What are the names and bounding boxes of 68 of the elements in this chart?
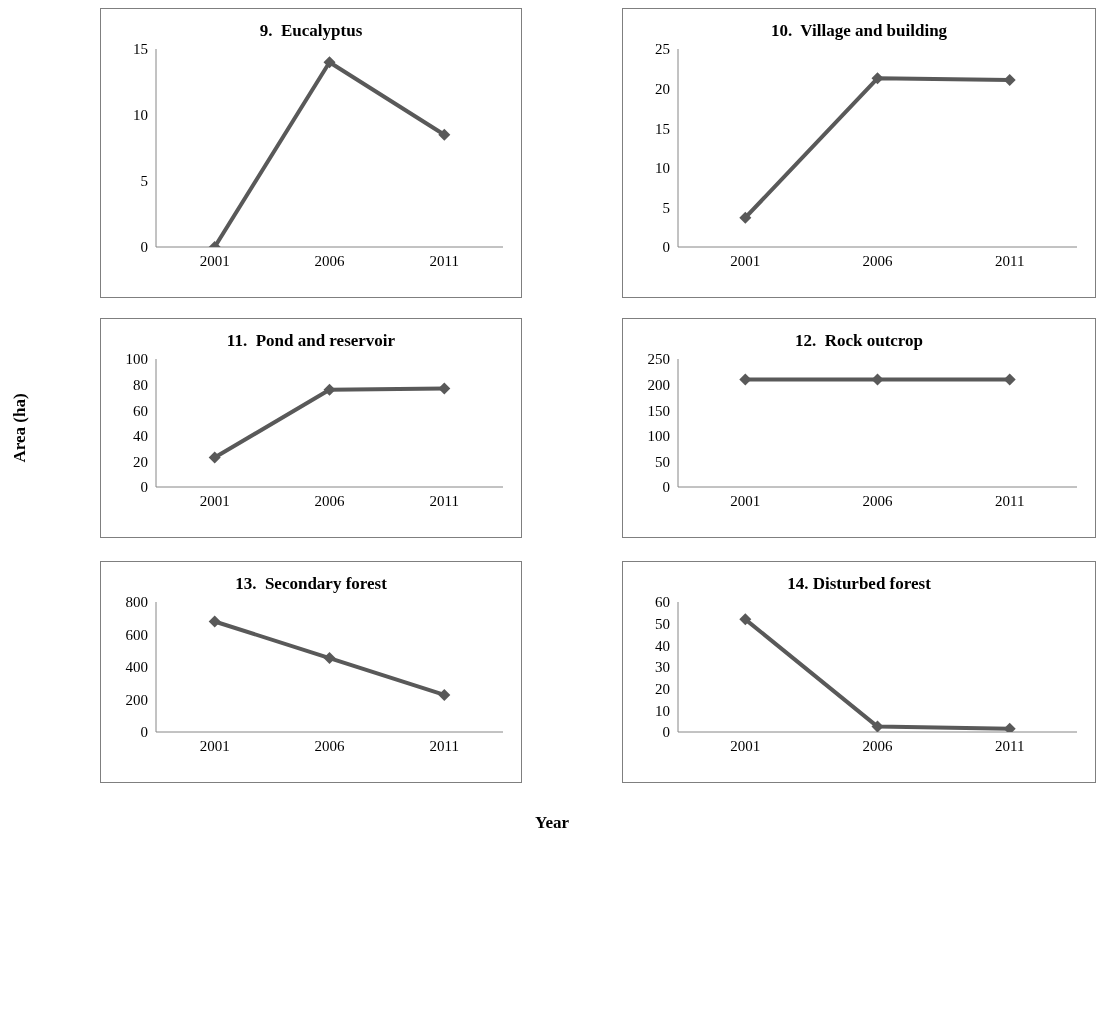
- chart-title: 10. Village and building: [769, 21, 949, 41]
- point: [208, 451, 221, 464]
- y-tick-label: 150: [647, 402, 670, 419]
- x-tick-label: 2011: [429, 252, 460, 269]
- x-tick-label: 2001: [199, 737, 230, 754]
- x-tick-label: 2011: [994, 492, 1025, 509]
- chart-title: 12. Rock outcrop: [793, 331, 925, 351]
- y-tick-label: 10: [655, 160, 670, 177]
- x-tick-label: 2006: [862, 492, 893, 509]
- x-tick-label: 2001: [199, 492, 230, 509]
- y-tick-label: 800: [125, 594, 148, 611]
- y-tick-label: 5: [662, 199, 670, 216]
- point: [438, 688, 451, 701]
- y-tick-label: 0: [140, 724, 148, 741]
- x-tick-label: 2011: [429, 737, 460, 754]
- y-tick-label: 80: [133, 376, 148, 393]
- y-tick-label: 15: [133, 41, 148, 58]
- y-axis-title: Area (ha): [10, 393, 30, 463]
- x-tick-label: 2006: [314, 252, 345, 269]
- y-tick-label: 15: [655, 120, 670, 137]
- y-tick-label: 200: [647, 376, 670, 393]
- y-tick-label: 400: [125, 659, 148, 676]
- x-tick-label: 2001: [730, 252, 761, 269]
- point: [323, 652, 336, 665]
- y-tick-label: 40: [133, 428, 148, 445]
- y-tick-label: 250: [647, 351, 670, 368]
- y-tick-label: 60: [133, 402, 148, 419]
- x-tick-label: 2001: [730, 737, 761, 754]
- y-tick-label: 0: [140, 239, 148, 256]
- x-tick-label: 2006: [314, 737, 345, 754]
- x-axis-title: Year: [534, 813, 570, 833]
- chart-title: 11. Pond and reservoir: [225, 331, 397, 351]
- y-tick-label: 5: [140, 173, 148, 190]
- y-tick-label: 100: [647, 428, 670, 445]
- point: [438, 128, 451, 141]
- y-tick-label: 20: [655, 80, 670, 97]
- y-tick-label: 50: [655, 615, 670, 632]
- chart-title: 14. Disturbed forest: [786, 574, 932, 594]
- y-tick-label: 0: [662, 239, 670, 256]
- y-tick-label: 10: [655, 702, 670, 719]
- chart-title: 13. Secondary forest: [234, 574, 388, 594]
- x-tick-label: 2011: [994, 737, 1025, 754]
- y-tick-label: 0: [662, 724, 670, 741]
- point: [208, 615, 221, 628]
- point: [739, 613, 752, 626]
- x-tick-label: 2001: [199, 252, 230, 269]
- y-tick-label: 50: [655, 453, 670, 470]
- y-tick-label: 100: [125, 351, 148, 368]
- y-tick-label: 20: [133, 453, 148, 470]
- x-tick-label: 2011: [429, 492, 460, 509]
- y-tick-label: 0: [662, 479, 670, 496]
- point: [323, 56, 336, 69]
- y-tick-label: 10: [133, 107, 148, 124]
- x-tick-label: 2011: [994, 252, 1025, 269]
- x-tick-label: 2001: [730, 492, 761, 509]
- y-tick-label: 200: [125, 691, 148, 708]
- y-tick-label: 600: [125, 626, 148, 643]
- y-tick-label: 30: [655, 659, 670, 676]
- y-tick-label: 40: [655, 637, 670, 654]
- y-tick-label: 0: [140, 479, 148, 496]
- y-tick-label: 60: [655, 594, 670, 611]
- y-tick-label: 20: [655, 680, 670, 697]
- x-tick-label: 2006: [862, 737, 893, 754]
- point: [739, 211, 752, 224]
- x-tick-label: 2006: [314, 492, 345, 509]
- y-tick-label: 25: [655, 41, 670, 58]
- chart-title: 9. Eucalyptus: [258, 21, 364, 41]
- x-tick-label: 2006: [862, 252, 893, 269]
